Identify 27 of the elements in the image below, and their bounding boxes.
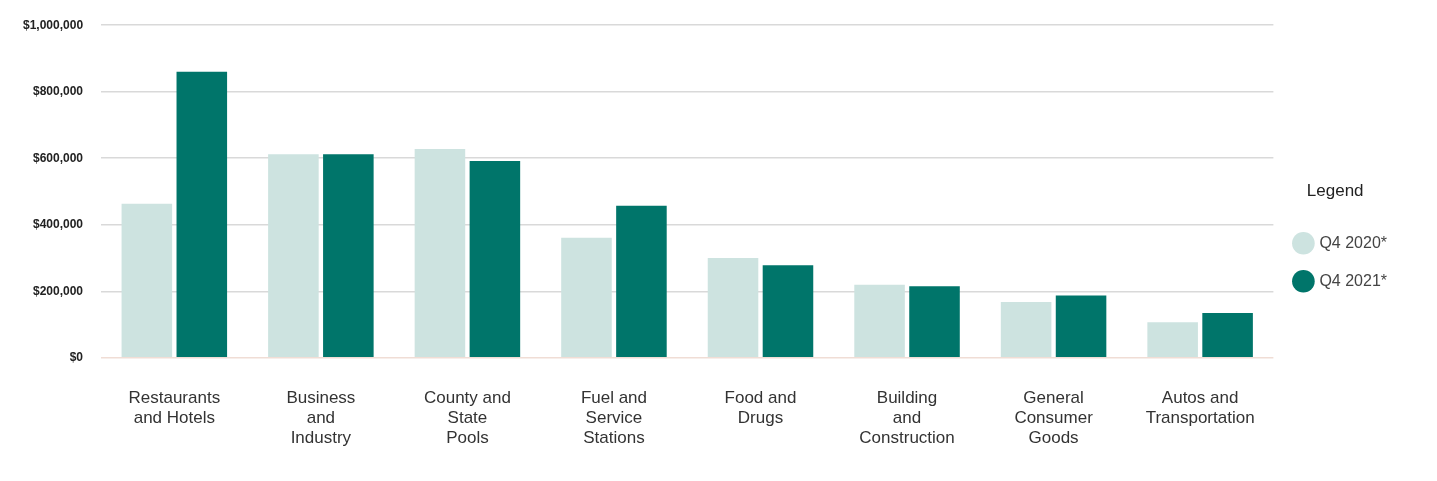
x-tick-label: Restaurants and Hotels xyxy=(128,387,221,428)
legend-label: Q4 2020* xyxy=(1319,233,1387,251)
bar xyxy=(762,265,814,358)
x-tick-label: County and State Pools xyxy=(423,387,511,448)
y-tick-label: $800,000 xyxy=(33,84,84,99)
y-tick-label: $1,000,000 xyxy=(23,17,84,32)
y-tick-label: $0 xyxy=(69,350,84,365)
x-tick-label: General Consumer Goods xyxy=(1014,387,1094,448)
bar xyxy=(616,205,667,358)
bar xyxy=(176,71,228,358)
legend-label: Q4 2021* xyxy=(1319,271,1387,289)
x-tick-label: Food and Drugs xyxy=(724,387,797,428)
y-tick-label: $600,000 xyxy=(33,150,84,165)
bar xyxy=(1202,312,1253,358)
bar xyxy=(1055,295,1107,358)
x-tick-label: Business and Industry xyxy=(286,387,356,448)
x-tick-label: Fuel and Service Stations xyxy=(580,387,648,448)
bar xyxy=(469,160,521,358)
bar xyxy=(909,286,960,358)
y-tick-label: $400,000 xyxy=(33,217,84,232)
x-tick-label: Building and Construction xyxy=(859,387,955,448)
bar xyxy=(1000,301,1052,358)
x-tick-label: Autos and Transportation xyxy=(1145,387,1255,428)
bar xyxy=(1147,322,1198,358)
bar xyxy=(323,154,374,358)
y-tick-label: $200,000 xyxy=(33,283,84,298)
legend-title: Legend xyxy=(1306,180,1364,200)
